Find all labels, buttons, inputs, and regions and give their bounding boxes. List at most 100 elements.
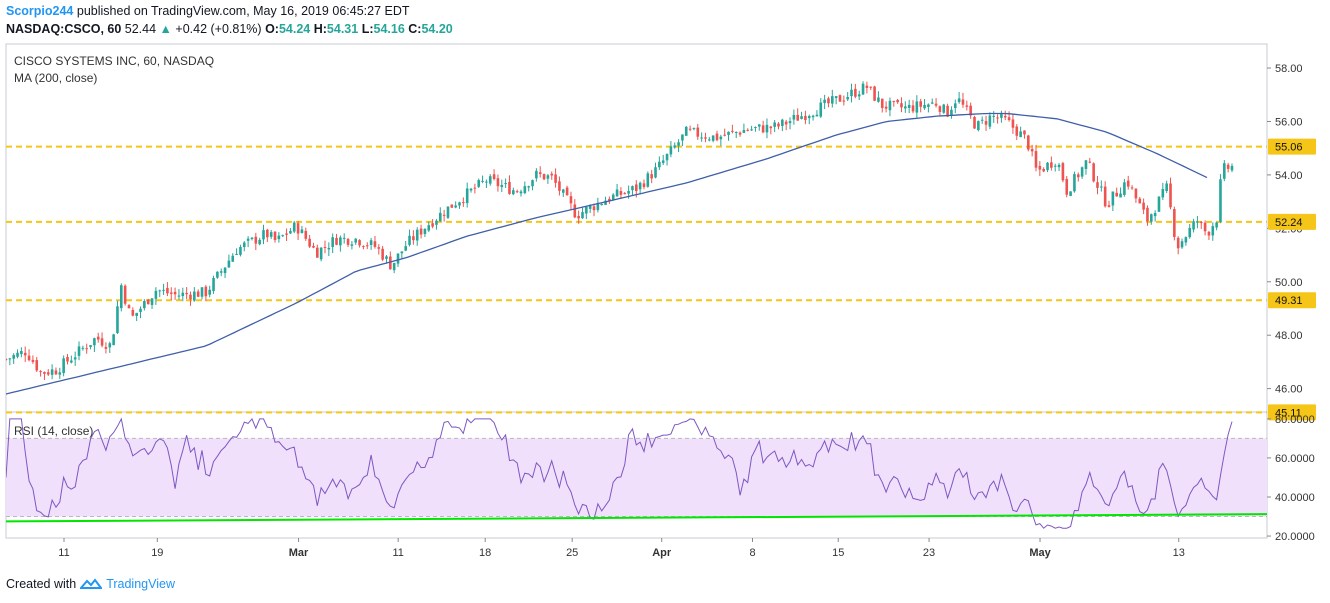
candle-body bbox=[227, 260, 231, 268]
candle-body bbox=[177, 295, 181, 297]
candle-body bbox=[611, 194, 615, 200]
candle-body bbox=[634, 184, 638, 192]
time-tick-label: 11 bbox=[392, 547, 403, 559]
candle-body bbox=[996, 117, 999, 119]
candle-body bbox=[281, 235, 285, 237]
candle-body bbox=[642, 183, 646, 188]
level-label-box bbox=[1268, 213, 1316, 230]
candle-body bbox=[462, 202, 465, 204]
candle-body bbox=[358, 240, 361, 246]
author-link[interactable]: Scorpio244 bbox=[6, 4, 74, 18]
candle-body bbox=[335, 237, 338, 245]
candle-body bbox=[1111, 191, 1115, 206]
candle-body bbox=[1003, 115, 1007, 118]
rsi-band bbox=[6, 438, 1267, 517]
candle-body bbox=[442, 214, 446, 216]
candle-body bbox=[354, 238, 358, 243]
candle-body bbox=[957, 98, 961, 103]
candle-body bbox=[39, 371, 42, 373]
candle-body bbox=[158, 290, 162, 292]
candle-body bbox=[654, 167, 657, 178]
candle-body bbox=[465, 188, 469, 204]
candle-body bbox=[369, 240, 373, 245]
price-axis[interactable]: 58.0056.0054.0052.0050.0048.0046.0055.06… bbox=[1267, 63, 1316, 543]
created-with-label: Created with bbox=[6, 577, 77, 591]
candle-body bbox=[1134, 188, 1138, 199]
candle-body bbox=[346, 238, 350, 245]
candle-body bbox=[454, 205, 457, 208]
candle-body bbox=[104, 346, 108, 349]
candle-body bbox=[216, 271, 219, 278]
candle-body bbox=[1073, 174, 1076, 192]
candle-body bbox=[973, 116, 976, 129]
candle-body bbox=[20, 351, 23, 355]
candle-body bbox=[93, 338, 96, 346]
candle-body bbox=[273, 231, 277, 241]
candle-body bbox=[880, 98, 884, 108]
candle-body bbox=[1215, 222, 1218, 228]
candle-body bbox=[815, 114, 819, 117]
candle-body bbox=[1046, 162, 1049, 171]
candle-body bbox=[58, 372, 62, 375]
candle-body bbox=[150, 298, 154, 305]
candle-body bbox=[6, 358, 8, 360]
candle-body bbox=[419, 228, 423, 235]
candle-body bbox=[316, 247, 319, 258]
candle-body bbox=[1103, 186, 1107, 207]
candle-body bbox=[523, 186, 527, 194]
tradingview-brand-link[interactable]: TradingView bbox=[106, 577, 175, 591]
candle-body bbox=[865, 85, 869, 88]
candle-body bbox=[1219, 179, 1222, 222]
candle-body bbox=[615, 189, 619, 197]
candle-body bbox=[892, 100, 896, 102]
candle-body bbox=[43, 372, 46, 374]
candle-body bbox=[373, 241, 377, 247]
level-label: 52.24 bbox=[1275, 217, 1303, 229]
time-tick-label: Mar bbox=[289, 547, 309, 559]
candle-body bbox=[1188, 228, 1192, 238]
candle-body bbox=[66, 357, 69, 362]
candle-body bbox=[54, 370, 58, 375]
publish-info: Scorpio244 published on TradingView.com,… bbox=[6, 4, 410, 18]
candle-body bbox=[365, 245, 369, 247]
candle-body bbox=[750, 129, 753, 131]
candle-body bbox=[1088, 161, 1092, 163]
candle-body bbox=[1169, 183, 1172, 208]
time-tick-label: 19 bbox=[151, 547, 163, 559]
candle-body bbox=[312, 245, 315, 248]
candle-body bbox=[1230, 165, 1234, 171]
candle-body bbox=[193, 291, 196, 301]
candle-body bbox=[888, 100, 892, 111]
candle-body bbox=[219, 271, 223, 273]
candle-body bbox=[692, 128, 696, 130]
price-tick-label: 48.00 bbox=[1275, 330, 1303, 342]
candle-body bbox=[438, 212, 442, 222]
rsi-tick-label: 80.0000 bbox=[1275, 414, 1315, 426]
candle-body bbox=[285, 233, 288, 235]
candle-body bbox=[23, 352, 27, 356]
candle-body bbox=[381, 248, 384, 260]
candle-body bbox=[385, 256, 388, 259]
candle-body bbox=[550, 173, 554, 176]
candle-body bbox=[1100, 186, 1103, 188]
candle-body bbox=[508, 181, 511, 194]
candle-body bbox=[842, 100, 846, 102]
candle-body bbox=[1176, 237, 1180, 249]
time-tick-label: 11 bbox=[58, 547, 69, 559]
candle-body bbox=[189, 294, 192, 300]
level-label-box bbox=[1268, 404, 1316, 421]
candle-body bbox=[746, 129, 750, 131]
candle-body bbox=[819, 102, 823, 117]
time-axis[interactable]: 11 19 Mar 11 18 25 Apr 8 15 23 May 13 bbox=[58, 538, 1185, 559]
candle-body bbox=[811, 115, 815, 118]
candle-body bbox=[1146, 207, 1149, 222]
candle-body bbox=[873, 86, 876, 101]
candle-body bbox=[350, 244, 354, 246]
candle-body bbox=[834, 96, 838, 99]
candle-body bbox=[719, 136, 723, 140]
candle-body bbox=[146, 299, 150, 305]
candle-body bbox=[485, 181, 488, 183]
candle-body bbox=[27, 355, 31, 361]
candle-body bbox=[308, 238, 311, 247]
